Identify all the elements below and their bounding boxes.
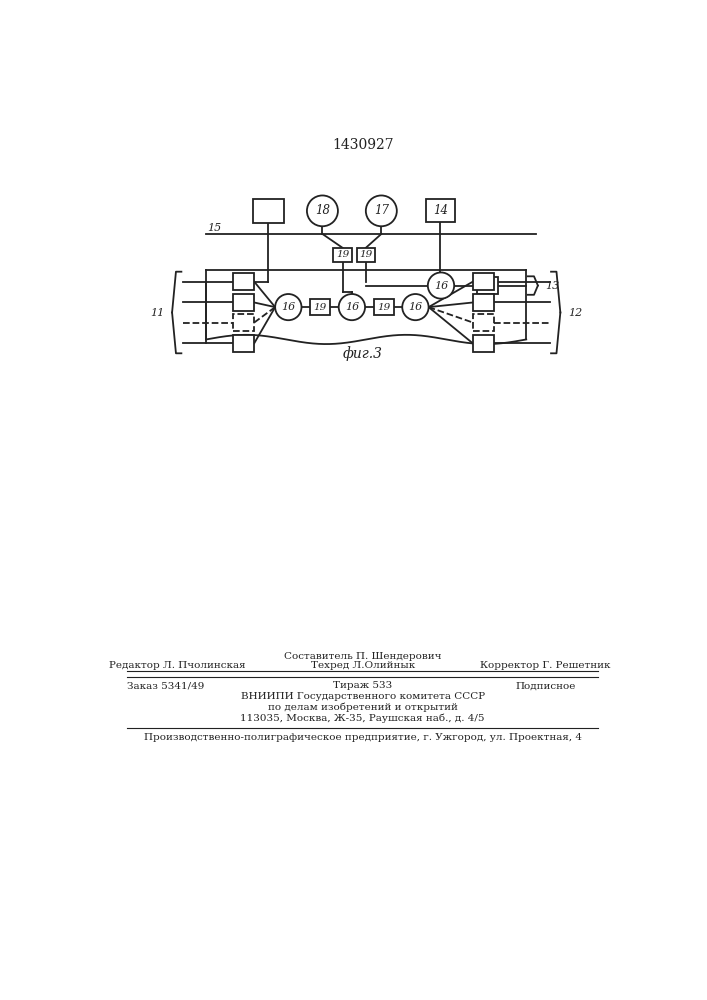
Text: 16: 16: [434, 281, 448, 291]
Text: 12: 12: [568, 308, 583, 318]
Circle shape: [428, 272, 454, 299]
Text: фиг.3: фиг.3: [343, 346, 382, 361]
Circle shape: [307, 195, 338, 226]
Text: Тираж 533: Тираж 533: [333, 681, 392, 690]
Text: ВНИИПИ Государственного комитета СССР: ВНИИПИ Государственного комитета СССР: [240, 692, 485, 701]
Bar: [233, 273, 255, 290]
Text: 19: 19: [377, 303, 390, 312]
Text: 11: 11: [150, 308, 164, 318]
Text: Производственно-полиграфическое предприятие, г. Ужгород, ул. Проектная, 4: Производственно-полиграфическое предприя…: [144, 733, 582, 742]
Bar: [373, 299, 394, 315]
Bar: [333, 248, 352, 262]
Text: Заказ 5341/49: Заказ 5341/49: [127, 681, 204, 690]
Text: 18: 18: [315, 204, 330, 217]
Bar: [356, 248, 375, 262]
Text: 19: 19: [336, 250, 349, 259]
Bar: [473, 273, 494, 290]
Bar: [477, 277, 498, 294]
Bar: [233, 314, 255, 331]
Bar: [233, 335, 255, 352]
Text: по делам изобретений и открытий: по делам изобретений и открытий: [268, 703, 457, 712]
Text: 15: 15: [207, 223, 221, 233]
Text: Подписное: Подписное: [515, 681, 575, 690]
Bar: [473, 335, 494, 352]
Text: 16: 16: [345, 302, 359, 312]
Text: Техред Л.Олийнык: Техред Л.Олийнык: [310, 661, 415, 670]
Text: 19: 19: [313, 303, 327, 312]
Text: 1430927: 1430927: [332, 138, 394, 152]
Bar: [233, 294, 255, 311]
Bar: [473, 294, 494, 311]
Text: 17: 17: [374, 204, 389, 217]
Circle shape: [339, 294, 365, 320]
Text: 113035, Москва, Ж-35, Раушская наб., д. 4/5: 113035, Москва, Ж-35, Раушская наб., д. …: [240, 714, 485, 723]
Circle shape: [402, 294, 428, 320]
Circle shape: [366, 195, 397, 226]
Text: 13: 13: [545, 281, 559, 291]
Text: 16: 16: [409, 302, 423, 312]
Bar: [310, 299, 330, 315]
Bar: [252, 199, 284, 223]
Text: Корректор Г. Решетник: Корректор Г. Решетник: [480, 661, 611, 670]
Text: Составитель П. Шендерович: Составитель П. Шендерович: [284, 652, 441, 661]
Bar: [426, 199, 455, 222]
Text: 16: 16: [281, 302, 296, 312]
Text: 19: 19: [359, 250, 373, 259]
Text: 14: 14: [433, 204, 448, 217]
Text: Редактор Л. Пчолинская: Редактор Л. Пчолинская: [109, 661, 246, 670]
Circle shape: [275, 294, 301, 320]
Bar: [473, 314, 494, 331]
